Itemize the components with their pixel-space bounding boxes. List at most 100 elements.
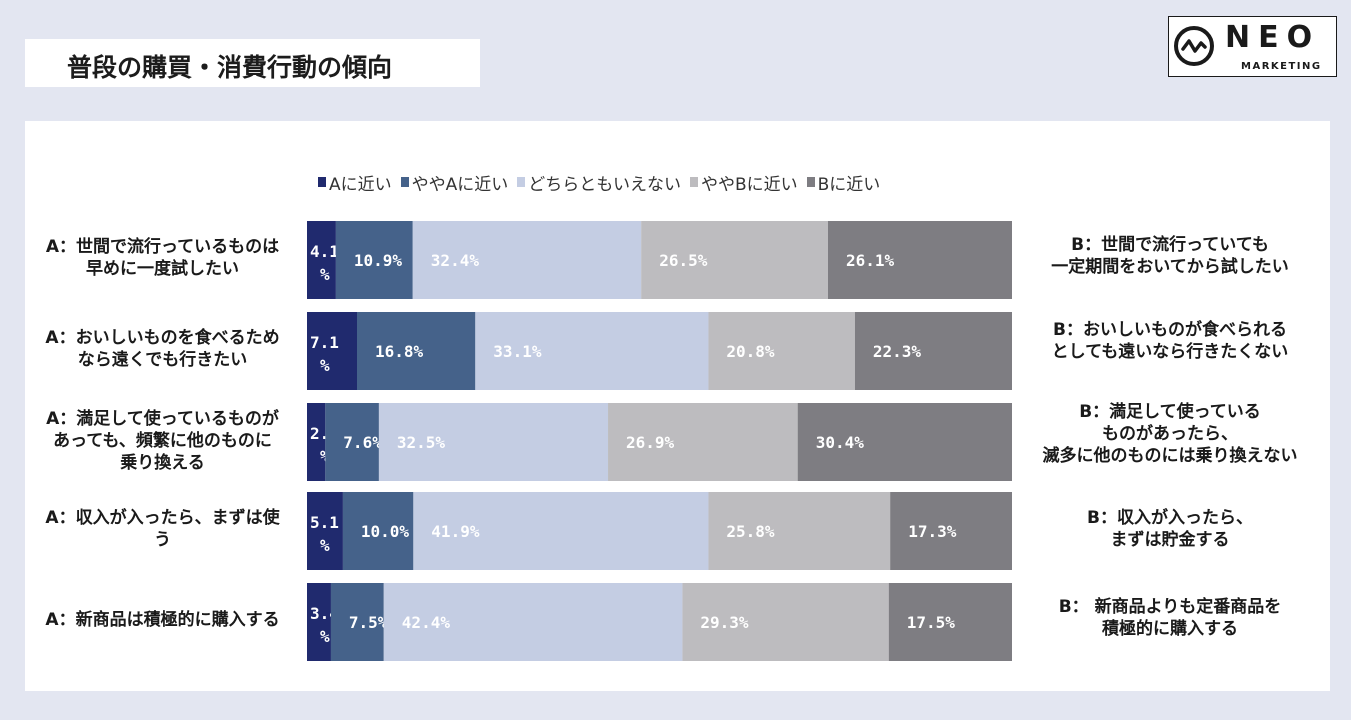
bar-segment: [307, 312, 357, 390]
legend-item: ややAに近い: [400, 170, 509, 195]
row-label-b: B：おいしいものが食べられる としても遠いなら行きたくない: [1014, 319, 1326, 363]
bar-segment: [854, 312, 1012, 390]
neo-marketing-logo: NEO MARKETING: [1168, 16, 1337, 77]
legend-label: どちらともいえない: [528, 174, 681, 195]
title-box: 普段の購買・消費行動の傾向: [25, 39, 480, 87]
bar-segment: [357, 312, 476, 390]
legend-item: Bに近い: [806, 170, 881, 195]
row-label-b: B：収入が入ったら、 まずは貯金する: [1014, 507, 1326, 551]
bar-segment: [325, 403, 379, 481]
bar-segment: [412, 221, 642, 299]
row-label-b: B： 新商品よりも定番商品を 積極的に購入する: [1014, 596, 1326, 640]
bar-segment: [330, 583, 384, 661]
data-label: 5.1%: [310, 513, 339, 555]
row-label-a: A：収入が入ったら、まずは使う: [25, 507, 300, 551]
legend-item: Aに近い: [318, 170, 392, 195]
bar-segment: [342, 492, 414, 570]
bar-segment: [828, 221, 1012, 299]
bar-segment: [641, 221, 828, 299]
legend-swatch: [400, 177, 409, 187]
legend-label: ややBに近い: [700, 174, 798, 195]
row-label-b-line: B：満足して使っている: [1079, 402, 1261, 422]
data-label: 42.4%: [402, 613, 451, 632]
bar-segment: [383, 583, 683, 661]
row-label-b-line: 積極的に購入する: [1102, 619, 1238, 639]
row-label-b-line: 滅多に他のものには乗り換えない: [1042, 446, 1298, 466]
bar-segment: [307, 221, 336, 299]
bar-segment: [413, 492, 709, 570]
bar-segment: [682, 583, 889, 661]
bar-segment: [378, 403, 609, 481]
row-label-a-line: 早めに一度試したい: [86, 259, 239, 279]
row-label-b-line: まずは貯金する: [1110, 530, 1230, 550]
row-label-a-line: 乗り換える: [120, 453, 205, 473]
row-label-a-line: A：満足して使っているものが: [46, 409, 279, 429]
row-label-b-line: としても遠いなら行きたくない: [1051, 342, 1289, 362]
bar-segment: [888, 583, 1012, 661]
row-label-b-line: B：収入が入ったら、: [1087, 508, 1253, 528]
row-label-b-line: ものがあったら、: [1102, 424, 1238, 444]
data-label: 7.6%: [343, 433, 382, 452]
row-label-a-line: あっても、頻繁に他のものに: [53, 431, 272, 451]
row-label-b: B：満足して使っている ものがあったら、 滅多に他のものには乗り換えない: [1014, 401, 1326, 467]
data-label: 41.9%: [431, 522, 480, 541]
bar-segment: [608, 403, 798, 481]
row-label-b-line: B： 新商品よりも定番商品を: [1058, 597, 1282, 617]
data-label: 33.1%: [493, 342, 542, 361]
legend-item: どちらともいえない: [517, 170, 681, 195]
data-label: 32.4%: [431, 251, 480, 270]
chart-legend: Aに近い ややAに近い どちらともいえない ややBに近い Bに近い: [318, 170, 889, 195]
row-label-a: A：おいしいものを食べるため なら遠くでも行きたい: [25, 327, 300, 371]
row-label-a: A：新商品は積極的に購入する: [25, 609, 300, 631]
bar-segment: [708, 312, 855, 390]
neo-logo-icon: [1174, 26, 1214, 66]
data-label: 20.8%: [726, 342, 775, 361]
legend-label: Bに近い: [817, 174, 881, 195]
row-label-a: A：世間で流行っているものは 早めに一度試したい: [25, 236, 300, 280]
bar-segment: [335, 221, 413, 299]
data-label: 16.8%: [375, 342, 424, 361]
legend-label: Aに近い: [329, 174, 392, 195]
bar-segment: [307, 583, 331, 661]
data-label: 17.5%: [907, 613, 956, 632]
data-label: 29.3%: [700, 613, 749, 632]
data-label: 7.1%: [310, 333, 339, 375]
row-label-a-line: う: [154, 530, 171, 550]
data-label: 26.5%: [659, 251, 708, 270]
row-label-b: B：世間で流行っていても 一定期間をおいてから試したい: [1014, 234, 1326, 278]
page-title: 普段の購買・消費行動の傾向: [67, 53, 393, 82]
bar-segment: [307, 492, 343, 570]
legend-swatch: [318, 177, 326, 187]
row-label-a-line: A：収入が入ったら、まずは使: [45, 508, 280, 528]
data-label: 26.1%: [846, 251, 895, 270]
data-label: 30.4%: [816, 433, 865, 452]
data-label: 10.9%: [354, 251, 403, 270]
legend-item: ややBに近い: [689, 170, 798, 195]
data-label: 32.5%: [397, 433, 446, 452]
legend-swatch: [517, 177, 526, 187]
data-label: 10.0%: [361, 522, 410, 541]
row-label-b-line: 一定期間をおいてから試したい: [1051, 257, 1289, 277]
data-label: 25.8%: [726, 522, 775, 541]
row-label-a-line: A：世間で流行っているものは: [45, 237, 280, 257]
logo-name: NEO: [1225, 20, 1321, 55]
data-label: 26.9%: [626, 433, 675, 452]
row-label-a: A：満足して使っているものが あっても、頻繁に他のものに 乗り換える: [25, 408, 300, 474]
row-label-a-line: A：新商品は積極的に購入する: [45, 610, 280, 630]
data-label: 17.3%: [908, 522, 957, 541]
bar-segment: [797, 403, 1012, 481]
bar-segment: [475, 312, 709, 390]
data-label: 4.1%: [310, 242, 339, 284]
legend-swatch: [806, 177, 815, 187]
legend-label: ややAに近い: [411, 174, 509, 195]
row-label-b-line: B：世間で流行っていても: [1071, 235, 1269, 255]
row-label-b-line: B：おいしいものが食べられる: [1053, 320, 1287, 340]
legend-swatch: [689, 177, 698, 187]
row-label-a-line: なら遠くでも行きたい: [77, 350, 248, 370]
data-label: 7.5%: [349, 613, 388, 632]
row-label-a-line: A：おいしいものを食べるため: [45, 328, 280, 348]
bar-segment: [708, 492, 891, 570]
bar-segment: [890, 492, 1012, 570]
logo-sub: MARKETING: [1241, 61, 1322, 72]
